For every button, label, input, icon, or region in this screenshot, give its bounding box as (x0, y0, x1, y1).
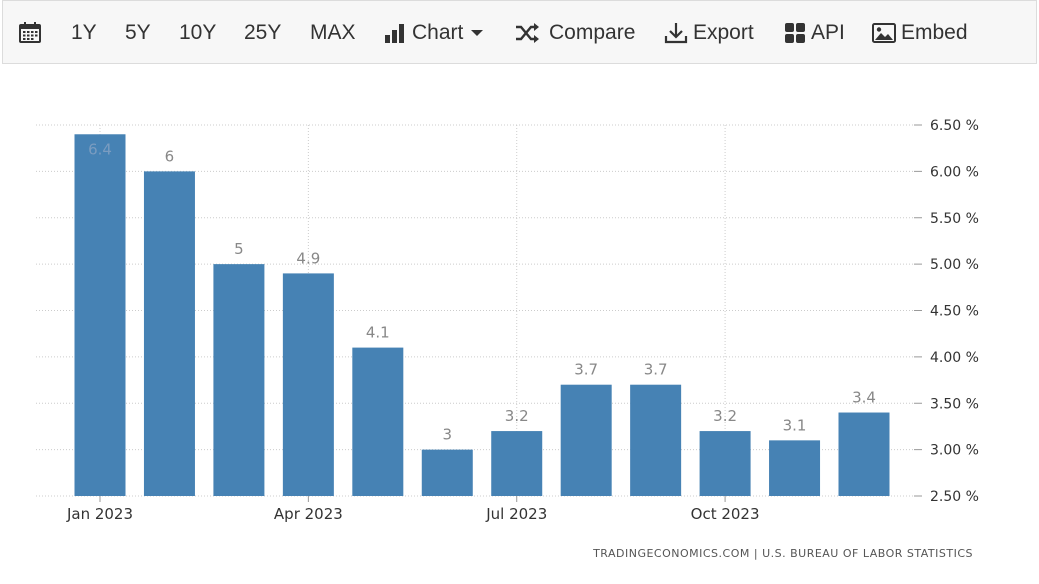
bar[interactable] (491, 431, 543, 496)
data-label: 3.2 (713, 407, 737, 425)
bar[interactable] (699, 431, 751, 496)
range-5y-button[interactable]: 5Y (125, 1, 151, 65)
chart-type-button[interactable]: Chart (384, 1, 484, 65)
chart-type-label: Chart (412, 21, 464, 44)
data-label: 3.7 (574, 361, 598, 379)
range-10y-button[interactable]: 10Y (179, 1, 216, 65)
data-label: 3.2 (505, 407, 529, 425)
data-label: 3.1 (783, 416, 807, 434)
caret-down-icon (471, 30, 484, 36)
bar[interactable] (352, 347, 404, 496)
x-tick-label: Jan 2023 (66, 505, 133, 523)
bar[interactable] (838, 412, 890, 496)
bar[interactable] (143, 171, 195, 496)
value-labels: 6.4 6 5 4.9 4.1 3 3.2 3.7 3.7 3.2 3.1 3.4 (88, 140, 876, 443)
data-label: 6 (165, 147, 175, 165)
data-label: 3 (442, 426, 452, 444)
compare-label: Compare (549, 21, 636, 44)
data-label: 5 (234, 240, 244, 258)
data-label: 6.4 (88, 140, 112, 158)
data-label: 4.1 (366, 324, 390, 342)
x-tick-label: Jul 2023 (485, 505, 547, 523)
range-10y-label: 10Y (179, 21, 217, 44)
export-label: Export (693, 21, 754, 44)
image-icon (872, 23, 896, 43)
range-25y-button[interactable]: 25Y (244, 1, 281, 65)
api-button[interactable]: API (784, 1, 845, 65)
shuffle-icon (516, 23, 539, 43)
y-tick-label: 3.50 % (930, 396, 979, 412)
bar[interactable] (769, 440, 821, 496)
api-label: API (811, 21, 845, 44)
bar[interactable] (630, 384, 682, 496)
range-1y-button[interactable]: 1Y (71, 1, 97, 65)
embed-button[interactable]: Embed (872, 1, 968, 65)
bar-chart-icon (385, 24, 404, 43)
y-tick-label: 5.00 % (930, 257, 979, 273)
y-tick-label: 4.50 % (930, 304, 979, 320)
y-tick-label: 6.50 % (930, 118, 979, 134)
source-credit: TRADINGECONOMICS.COM | U.S. BUREAU OF LA… (593, 547, 973, 560)
calendar-button[interactable] (18, 1, 42, 65)
bar[interactable] (560, 384, 612, 496)
y-tick-label: 3.00 % (930, 443, 979, 459)
embed-label: Embed (901, 21, 968, 44)
y-tick-label: 5.50 % (930, 211, 979, 227)
y-tick-labels: 2.50 % 3.00 % 3.50 % 4.00 % 4.50 % 5.00 % 5.50… (930, 118, 979, 505)
chart-area: 6.4 6 5 4.9 4.1 3 3.2 3.7 3.7 3.2 3.1 3.4 2.50 % 3.0… (0, 64, 1039, 579)
bars (74, 134, 890, 496)
x-tick-label: Oct 2023 (691, 505, 760, 523)
range-1y-label: 1Y (71, 21, 97, 44)
data-label: 4.9 (296, 249, 320, 267)
x-tick-label: Apr 2023 (274, 505, 343, 523)
bar[interactable] (421, 449, 473, 496)
y-tick-label: 6.00 % (930, 164, 979, 180)
range-25y-label: 25Y (244, 21, 282, 44)
bar[interactable] (74, 134, 126, 496)
range-max-button[interactable]: MAX (310, 1, 356, 65)
download-icon (664, 23, 688, 44)
grid-icon (785, 23, 805, 43)
calendar-icon (19, 22, 41, 43)
compare-button[interactable]: Compare (514, 1, 635, 65)
range-max-label: MAX (310, 21, 356, 44)
bar[interactable] (282, 273, 334, 496)
bar-chart: 6.4 6 5 4.9 4.1 3 3.2 3.7 3.7 3.2 3.1 3.4 2.50 % 3.0… (36, 118, 979, 523)
chart-toolbar: 1Y 5Y 10Y 25Y MAX Chart Compare Export (2, 0, 1037, 64)
data-label: 3.7 (644, 361, 668, 379)
bar[interactable] (213, 264, 265, 496)
y-tick-label: 2.50 % (930, 489, 979, 505)
y-gridlines (36, 124, 922, 497)
data-label: 3.4 (852, 389, 876, 407)
y-tick-label: 4.00 % (930, 350, 979, 366)
range-5y-label: 5Y (125, 21, 151, 44)
x-tick-labels: Jan 2023 Apr 2023 Jul 2023 Oct 2023 (66, 505, 760, 523)
export-button[interactable]: Export (664, 1, 754, 65)
